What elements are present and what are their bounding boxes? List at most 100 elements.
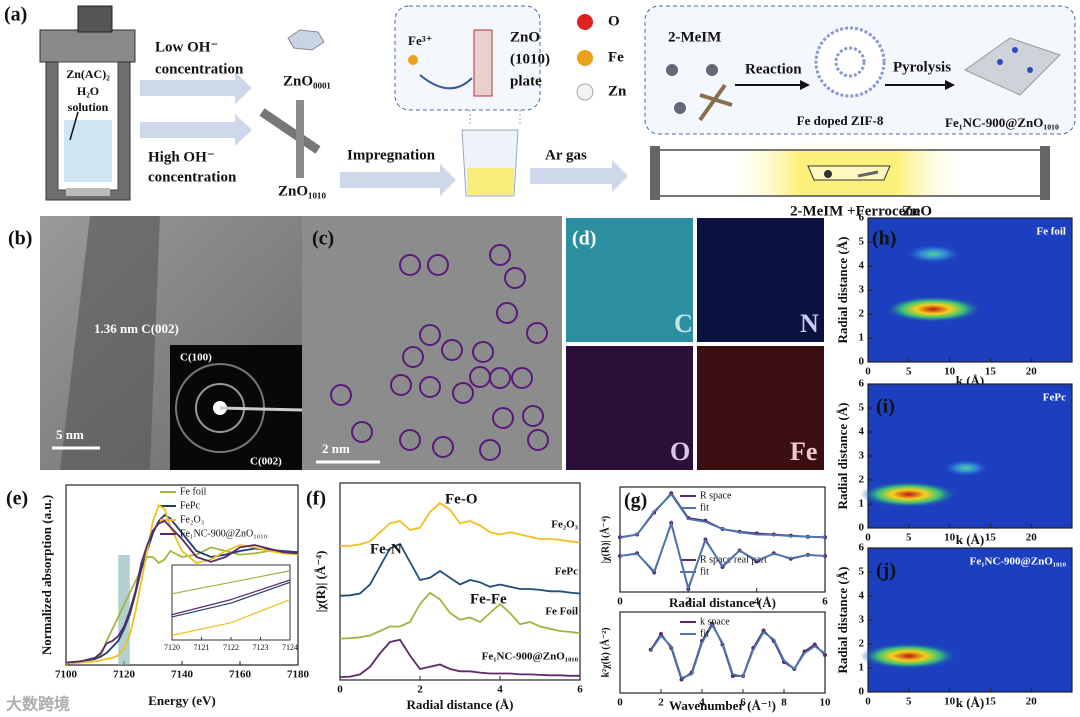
x-tick-label: 0 (865, 696, 871, 708)
atom-circle (399, 254, 421, 276)
panel-label: (i) (876, 396, 895, 418)
series-label: Fe₁NC-900@ZnO₁₀₁₀ (482, 651, 579, 663)
y-tick-label: 0 (859, 522, 865, 534)
atom-circle (496, 302, 518, 324)
inset-segment (230, 579, 291, 601)
legend-label: R space real part (700, 554, 767, 565)
series-line (65, 546, 299, 664)
label: C (674, 309, 693, 338)
series-marker (823, 653, 827, 657)
decor-line (219, 406, 303, 412)
series-marker (679, 677, 684, 682)
x-tick-label: 6 (740, 697, 746, 709)
x-tick-label: 20 (1026, 366, 1038, 378)
x-tick-label: 5 (906, 532, 912, 544)
panel-label: (e) (6, 488, 28, 510)
atom-circle (432, 436, 454, 458)
legend-label: Fe₂O₃ (180, 514, 204, 525)
decor-rect (566, 346, 693, 470)
decor-circle (666, 64, 678, 76)
legend-label: Fe foil (180, 486, 207, 497)
y-axis-label: Radial distance (Å) (835, 403, 850, 510)
y-axis-label: Radial distance (Å) (835, 237, 850, 344)
x-axis-label: k (Å) (956, 695, 985, 710)
y-tick-label: 5 (859, 236, 865, 248)
y-axis-label: Normalized absorption (a.u.) (39, 495, 54, 655)
plot-background (868, 548, 1072, 692)
decor-rect (39, 29, 136, 63)
legend-label: FePc (180, 500, 201, 511)
decor-rect (473, 29, 493, 97)
y-tick-label: 1 (859, 662, 865, 674)
decor-polygon (140, 72, 252, 104)
x-tick-label: 6 (822, 596, 828, 608)
x-tick-label: 5 (906, 366, 912, 378)
decor-polygon (340, 164, 456, 196)
y-axis-label: Radial distance (Å) (835, 567, 850, 674)
label: plate (510, 73, 542, 89)
panel-a: Zn(AC)₂ H₂O solution Low OH⁻ concentrati… (4, 4, 1076, 219)
series-line (339, 542, 581, 597)
decor-circle (706, 64, 718, 76)
atom-circle (526, 322, 548, 344)
decor-circle (1012, 47, 1018, 53)
decor-rect (66, 188, 110, 196)
decor-path (419, 74, 473, 90)
y-tick-label: 1 (859, 332, 865, 344)
decor-polygon (800, 80, 810, 90)
inset-tick-label: 7121 (194, 643, 210, 652)
chart-title: Fe₁NC-900@ZnO₁₀₁₀ (970, 556, 1067, 568)
panel-c: (c) 2 nm (302, 216, 562, 470)
atom-circle (504, 267, 526, 289)
y-tick-label: 5 (859, 566, 865, 578)
x-tick-label: 10 (944, 696, 956, 708)
atom-circle (441, 339, 463, 361)
label: Zn (608, 83, 627, 99)
inset-segment (230, 570, 291, 583)
watermark: 大数跨境 (6, 695, 70, 714)
label: (c) (312, 228, 334, 250)
decor-circle (577, 14, 593, 30)
series-line (65, 519, 299, 664)
legend-label: fit (700, 628, 709, 639)
atom-circle (330, 384, 352, 406)
intensity-peak (860, 642, 958, 670)
y-tick-label: 5 (859, 402, 865, 414)
x-tick-label: 15 (985, 366, 997, 378)
series-line (650, 623, 826, 679)
atom-circle (419, 324, 441, 346)
atom-circle (419, 376, 441, 398)
label: Fe doped ZIF-8 (797, 113, 884, 128)
label: C(100) (180, 352, 212, 364)
x-tick-label: 8 (781, 697, 787, 709)
atom-circle (522, 405, 544, 427)
highlight-band (118, 555, 130, 665)
series-marker (659, 632, 663, 636)
x-tick-label: 10 (944, 366, 956, 378)
x-tick-label: 2 (686, 596, 692, 608)
decor-rect (64, 120, 112, 182)
x-tick-label: 0 (865, 366, 871, 378)
label: 5 nm (56, 427, 84, 442)
x-tick-label: 4 (699, 697, 705, 709)
label: Fe (608, 49, 624, 65)
inset-segment (230, 599, 291, 624)
decor-rect (650, 146, 660, 200)
decor-line (698, 83, 727, 122)
x-tick-label: 6 (577, 684, 583, 696)
y-tick-label: 2 (859, 308, 865, 320)
atom-circle (452, 382, 474, 404)
label: concentration (148, 169, 237, 185)
decor-rect (302, 216, 562, 470)
intensity-peak (860, 481, 958, 508)
x-tick-label: 20 (1026, 696, 1038, 708)
x-tick-label: 7100 (55, 669, 78, 681)
label: Fe³⁺ (408, 33, 432, 48)
series-line (619, 521, 826, 591)
decor-circle (997, 59, 1003, 65)
series-label: Fe₂O₃ (551, 519, 578, 531)
label: (b) (8, 228, 32, 250)
inset-segment (230, 581, 291, 604)
x-tick-label: 4 (497, 684, 503, 696)
